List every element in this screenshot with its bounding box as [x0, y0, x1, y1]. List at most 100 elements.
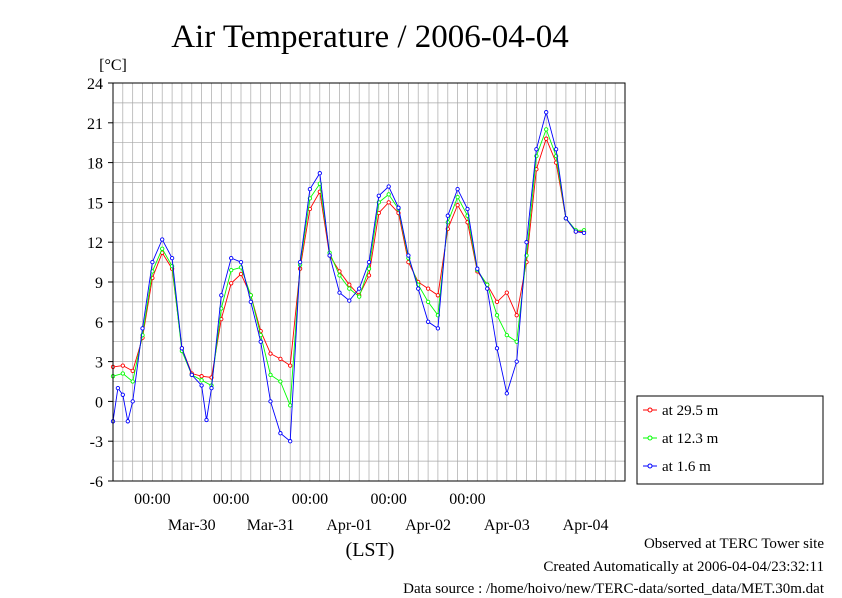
date-label: Mar-30: [168, 517, 216, 534]
data-point: [366, 273, 372, 278]
data-point: [204, 417, 209, 423]
legend-swatch-marker: [647, 435, 653, 441]
data-point: [581, 230, 587, 236]
data-point: [406, 253, 411, 258]
y-tick-label: 9: [95, 275, 103, 292]
data-point: [524, 240, 529, 245]
x-tick-label: 00:00: [213, 491, 249, 508]
y-tick-label: 21: [87, 116, 103, 133]
x-tick-label: 00:00: [370, 491, 406, 508]
data-point: [357, 294, 362, 299]
data-point: [435, 326, 441, 331]
data-point: [268, 351, 273, 356]
footer-site: Observed at TERC Tower site: [643, 536, 824, 552]
data-point: [238, 271, 244, 277]
data-point: [288, 439, 293, 444]
date-label: Apr-02: [405, 517, 451, 534]
data-point: [337, 290, 342, 295]
series-0: [110, 136, 587, 380]
data-point: [219, 293, 224, 298]
legend-label: at 1.6 m: [662, 459, 711, 475]
x-tick-label: 00:00: [292, 491, 328, 508]
series-1: [110, 127, 587, 408]
chart-title: Air Temperature / 2006-04-04: [171, 19, 569, 55]
data-point: [425, 299, 431, 305]
data-point: [248, 299, 253, 305]
data-point: [169, 255, 175, 261]
data-point: [347, 298, 352, 303]
data-point: [130, 379, 135, 384]
data-point: [297, 259, 303, 265]
data-point: [317, 171, 322, 176]
data-point: [278, 356, 283, 362]
data-point: [494, 299, 500, 305]
data-point: [494, 346, 500, 351]
data-point: [504, 290, 509, 295]
data-point: [258, 339, 263, 344]
data-point: [179, 346, 185, 351]
data-point: [278, 431, 283, 436]
data-point: [445, 220, 450, 225]
data-point: [268, 372, 273, 378]
data-point: [130, 368, 135, 374]
data-point: [120, 371, 125, 376]
data-point: [160, 237, 165, 242]
y-tick-label: 6: [95, 315, 103, 332]
legend-swatch-marker: [647, 463, 653, 469]
data-point: [347, 282, 352, 287]
data-point: [327, 253, 332, 258]
data-point: [386, 192, 391, 197]
y-tick-label: -6: [90, 474, 103, 491]
data-point: [288, 363, 293, 368]
data-point: [504, 391, 509, 396]
date-label: Apr-03: [484, 517, 530, 534]
data-point: [494, 313, 500, 318]
y-tick-label: 0: [95, 394, 103, 411]
series-layer: [110, 110, 587, 444]
data-point: [140, 326, 145, 331]
data-point: [573, 229, 578, 234]
y-tick-label: 15: [87, 195, 103, 212]
data-point: [366, 259, 372, 265]
y-tick-label: 3: [95, 355, 103, 372]
legend-label: at 12.3 m: [662, 431, 719, 447]
legend-label: at 29.5 m: [662, 403, 719, 419]
footer-source: Data source : /home/hoivo/new/TERC-data/…: [403, 581, 824, 597]
y-tick-label: 12: [87, 235, 103, 252]
data-point: [337, 273, 342, 278]
data-point: [416, 286, 421, 291]
data-point: [485, 286, 490, 291]
data-point: [229, 281, 234, 286]
data-point: [189, 372, 194, 378]
data-point: [115, 385, 121, 391]
data-point: [455, 186, 460, 192]
y-ticks: -6 -3 0 3 6 9 12 15 18 21 24: [87, 76, 113, 491]
footer-created: Created Automatically at 2006-04-04/23:3…: [543, 559, 824, 575]
data-point: [120, 392, 125, 397]
data-point: [544, 136, 549, 141]
x-axis-label: (LST): [346, 539, 395, 561]
data-point: [238, 259, 244, 265]
data-point: [544, 110, 549, 115]
data-point: [553, 147, 559, 152]
y-tick-label: 24: [87, 76, 103, 93]
data-point: [504, 332, 509, 338]
data-point: [199, 383, 204, 388]
data-point: [229, 267, 234, 273]
data-point: [130, 399, 135, 404]
data-point: [125, 419, 130, 424]
data-point: [347, 286, 352, 291]
data-point: [307, 186, 313, 192]
data-point: [396, 205, 401, 210]
data-point: [475, 266, 480, 271]
data-point: [386, 184, 391, 189]
date-label: Apr-01: [326, 517, 372, 534]
data-point: [435, 293, 441, 298]
data-point: [514, 359, 519, 364]
data-point: [534, 147, 539, 152]
data-point: [268, 399, 273, 404]
data-point: [376, 193, 381, 198]
data-point: [455, 194, 460, 200]
y-axis-label: [°C]: [99, 57, 127, 74]
data-point: [160, 246, 165, 251]
